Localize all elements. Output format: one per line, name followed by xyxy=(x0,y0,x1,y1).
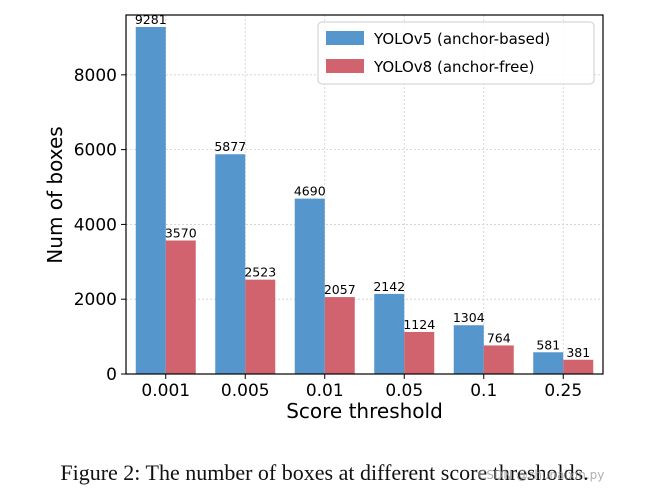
figure-caption: Figure 2: The number of boxes at differe… xyxy=(60,460,589,485)
bar-yolov5 xyxy=(135,26,166,375)
y-tick-label: 6000 xyxy=(74,141,117,161)
legend-label-yolov8: YOLOv8 (anchor-free) xyxy=(373,58,535,76)
bar-value-label: 581 xyxy=(536,337,560,352)
bar-value-label: 5877 xyxy=(214,139,246,154)
bar-yolov5 xyxy=(453,325,484,374)
bar-value-label: 3570 xyxy=(165,225,197,240)
y-tick-label: 8000 xyxy=(74,66,117,86)
bar-value-label: 2142 xyxy=(373,279,405,294)
bar-value-label: 9281 xyxy=(135,12,167,27)
bar-yolov5 xyxy=(374,293,405,374)
y-axis-ticks: 0 2000 4000 6000 8000 xyxy=(74,66,126,385)
x-tick-label: 0.1 xyxy=(470,381,497,401)
y-tick-label: 4000 xyxy=(74,215,117,235)
bar-yolov5 xyxy=(215,154,246,374)
x-tick-label: 0.25 xyxy=(544,381,582,401)
bar-yolov5 xyxy=(294,198,325,374)
bar-value-label: 2523 xyxy=(244,265,276,280)
y-axis-label: Num of boxes xyxy=(43,126,67,263)
x-axis-label: Score threshold xyxy=(286,399,443,423)
y-tick-label: 0 xyxy=(106,365,117,385)
legend-swatch-yolov8 xyxy=(326,59,364,73)
legend-box xyxy=(317,21,595,85)
x-tick-label: 0.001 xyxy=(141,381,190,401)
bar-yolov8 xyxy=(245,279,276,374)
bar-value-label: 1304 xyxy=(453,310,485,325)
bar-yolov8 xyxy=(483,345,514,374)
bars xyxy=(135,26,594,375)
watermark: CSDN @zhunaixin.py xyxy=(478,468,605,482)
bar-yolov8 xyxy=(563,359,594,374)
bar-yolov5 xyxy=(533,352,564,374)
x-tick-label: 0.005 xyxy=(221,381,270,401)
bar-yolov8 xyxy=(165,240,196,374)
y-tick-label: 2000 xyxy=(74,290,117,310)
bar-value-label: 381 xyxy=(566,345,590,360)
bar-value-label: 764 xyxy=(487,330,511,345)
bar-value-label: 1124 xyxy=(403,317,435,332)
x-tick-label: 0.05 xyxy=(385,381,423,401)
x-axis-ticks: 0.001 0.005 0.01 0.05 0.1 0.25 xyxy=(141,374,582,401)
bar-yolov8 xyxy=(404,331,435,374)
bar-value-label: 4690 xyxy=(294,184,326,199)
bar-yolov8 xyxy=(324,297,355,374)
legend-label-yolov5: YOLOv5 (anchor-based) xyxy=(373,30,550,48)
legend: YOLOv5 (anchor-based) YOLOv8 (anchor-fre… xyxy=(317,21,595,85)
plot-frame xyxy=(125,14,604,375)
legend-swatch-yolov5 xyxy=(326,31,364,45)
x-tick-label: 0.01 xyxy=(306,381,344,401)
bar-value-label: 2057 xyxy=(324,282,356,297)
